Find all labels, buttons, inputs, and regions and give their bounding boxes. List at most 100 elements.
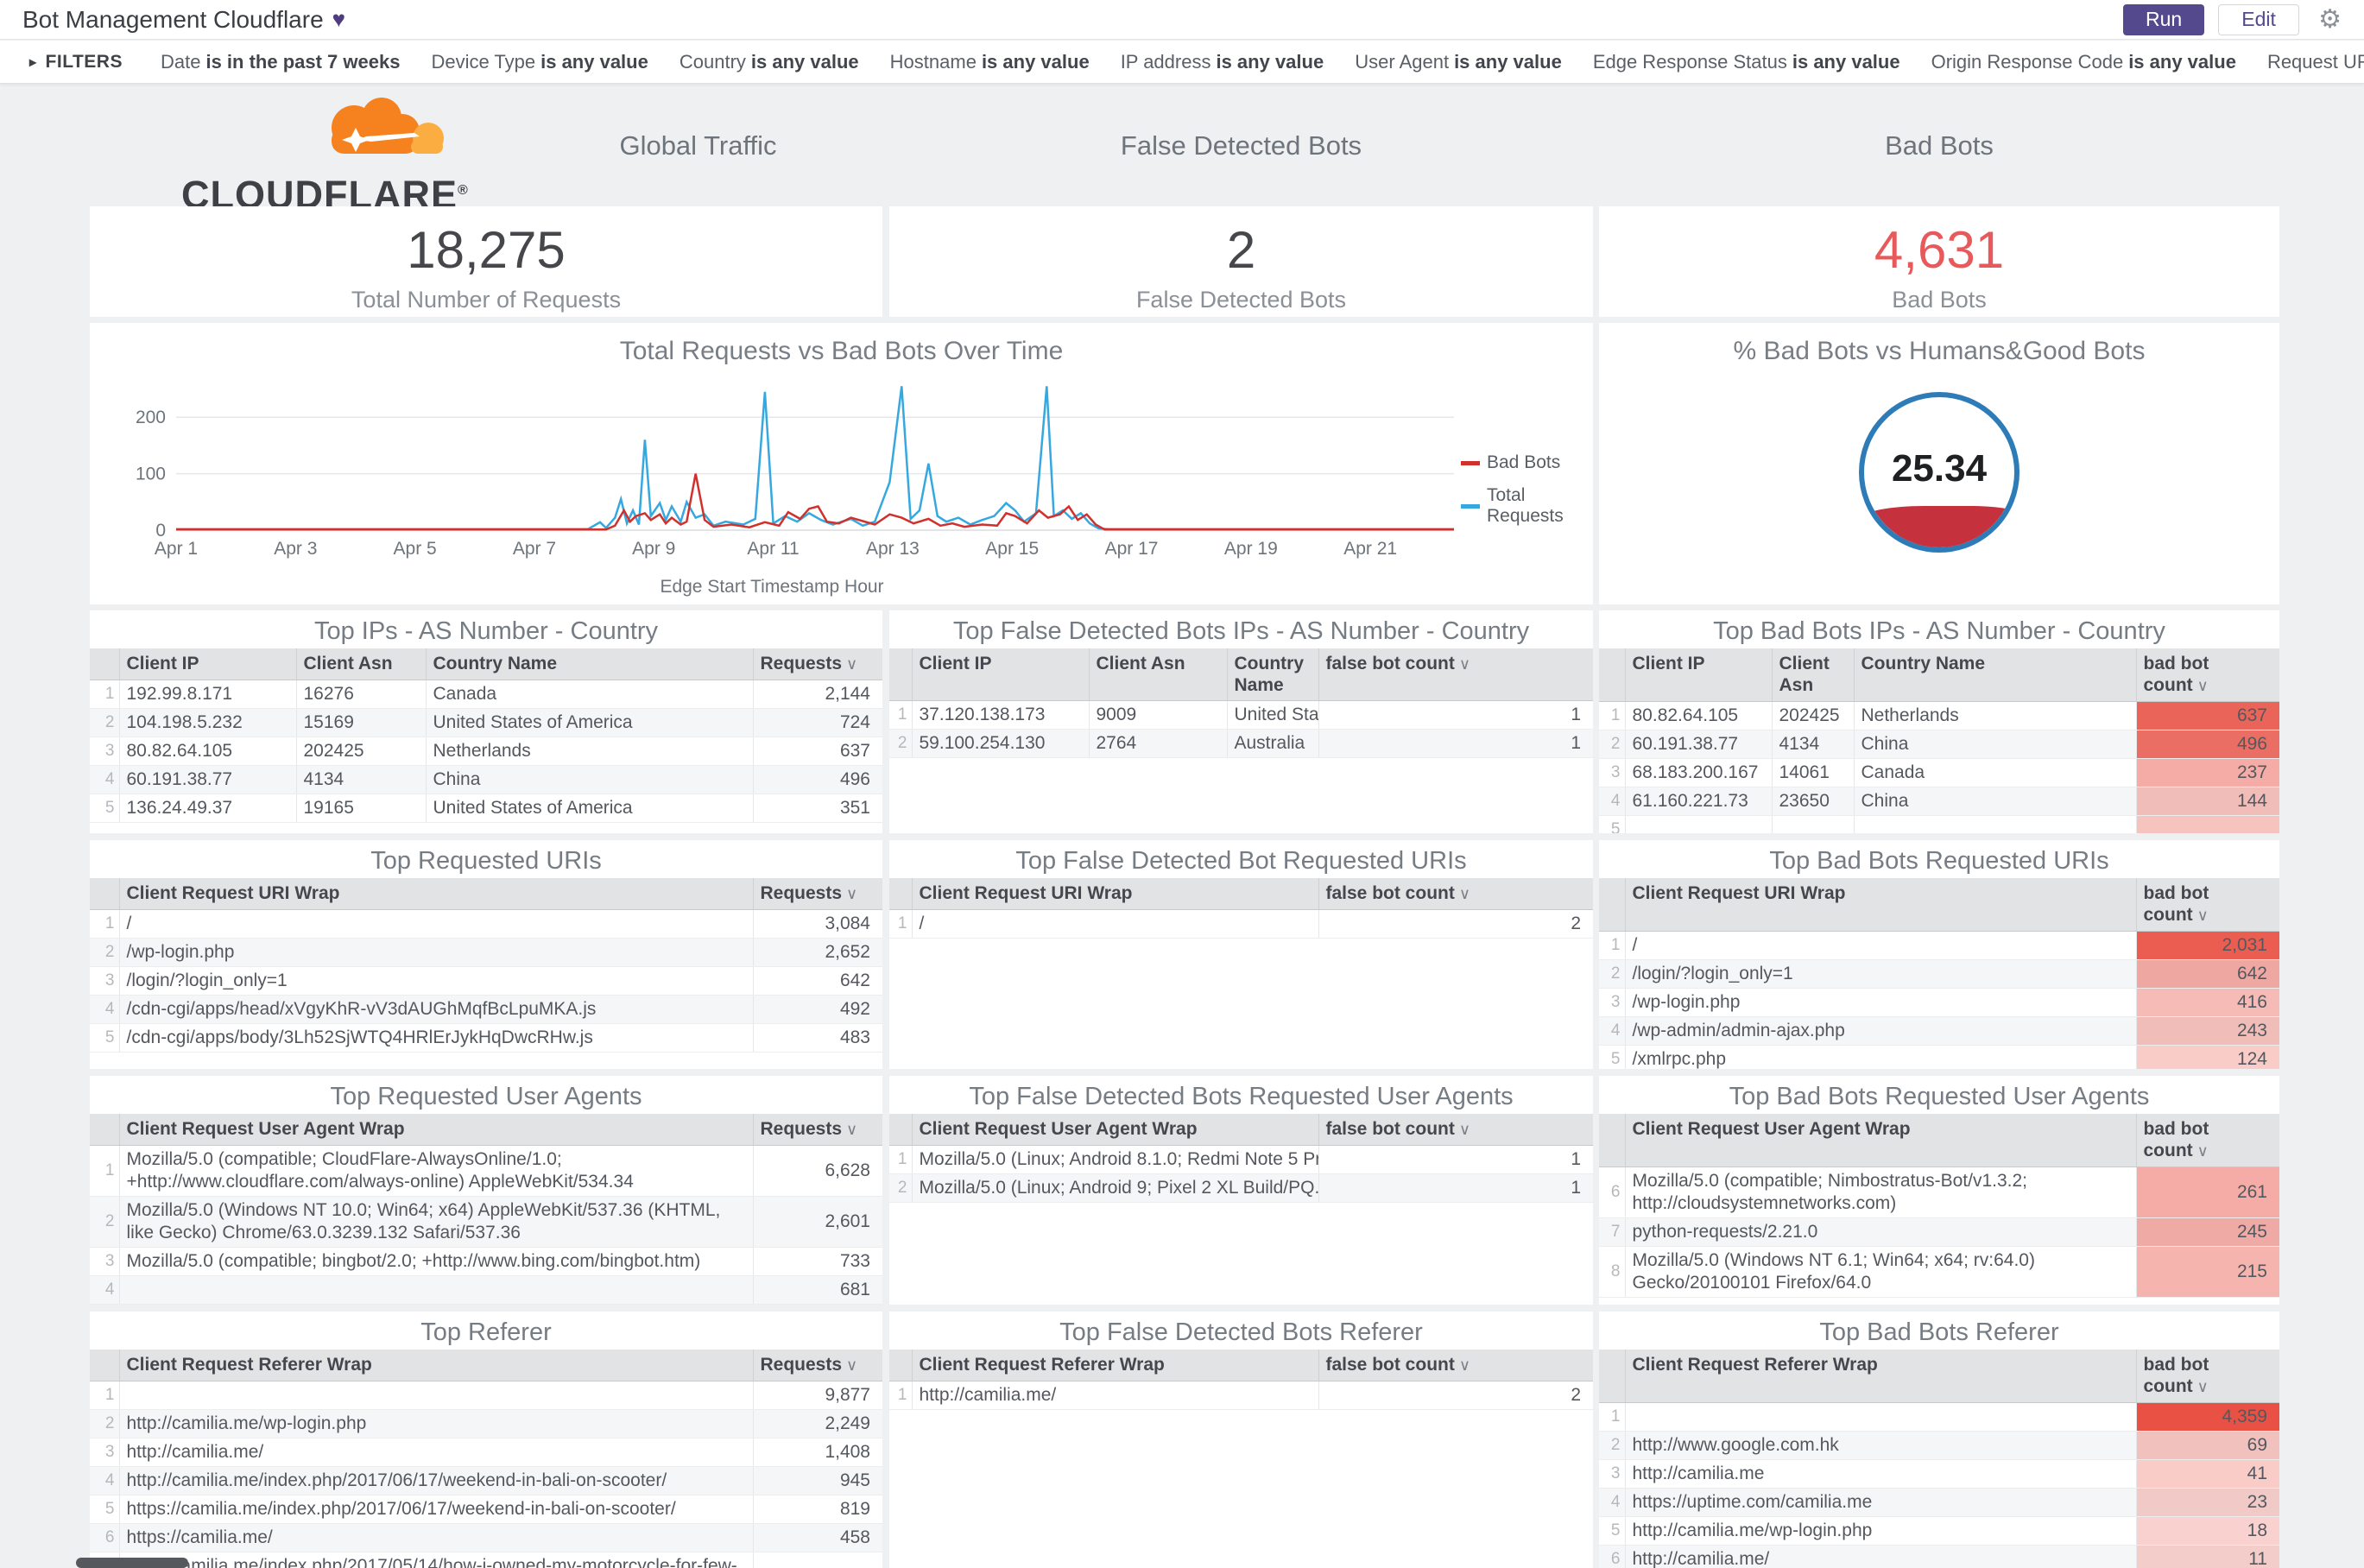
text-cell[interactable]: 15169: [295, 708, 426, 737]
column-header-client-request-user-agent-wrap[interactable]: Client Request User Agent Wrap: [1624, 1114, 2136, 1167]
text-cell[interactable]: 19165: [295, 793, 426, 823]
filter-item-hostname[interactable]: Hostname is any value: [890, 51, 1090, 73]
text-cell[interactable]: /cdn-cgi/apps/body/3Lh52SjWTQ4HRlErJykHq…: [118, 1023, 753, 1053]
column-header-bad-bot-count[interactable]: bad bot count ∨: [2135, 1350, 2279, 1403]
text-cell[interactable]: 16276: [295, 680, 426, 709]
text-cell[interactable]: 60.191.38.77: [1624, 730, 1772, 759]
count-cell[interactable]: 18: [2135, 1516, 2279, 1546]
count-cell[interactable]: 483: [752, 1023, 882, 1053]
count-cell[interactable]: 642: [752, 966, 882, 996]
count-cell[interactable]: 2,249: [752, 1409, 882, 1438]
settings-gear-icon[interactable]: ⚙: [2318, 5, 2342, 34]
count-cell[interactable]: 724: [752, 708, 882, 737]
count-cell[interactable]: 243: [2135, 1016, 2279, 1046]
text-cell[interactable]: /: [1624, 931, 2136, 960]
column-header-client-request-referer-wrap[interactable]: Client Request Referer Wrap: [118, 1350, 753, 1381]
filter-item-user-agent[interactable]: User Agent is any value: [1355, 51, 1562, 73]
text-cell[interactable]: Mozilla/5.0 (compatible; CloudFlare-Alwa…: [118, 1145, 753, 1197]
text-cell[interactable]: http://camilia.me/wp-login.php: [1624, 1516, 2136, 1546]
text-cell[interactable]: [1624, 1402, 2136, 1432]
column-header-requests[interactable]: Requests ∨: [752, 1350, 882, 1381]
text-cell[interactable]: United States of America: [1226, 700, 1318, 730]
column-header-client-ip[interactable]: Client IP: [118, 648, 296, 680]
count-cell[interactable]: 23: [2135, 1488, 2279, 1517]
text-cell[interactable]: /wp-login.php: [1624, 988, 2136, 1017]
text-cell[interactable]: China: [1853, 787, 2136, 816]
column-header-requests[interactable]: Requests ∨: [752, 878, 882, 910]
text-cell[interactable]: 4134: [295, 765, 426, 794]
text-cell[interactable]: 60.191.38.77: [118, 765, 296, 794]
text-cell[interactable]: China: [425, 765, 753, 794]
text-cell[interactable]: Mozilla/5.0 (Linux; Android 8.1.0; Redmi…: [911, 1145, 1318, 1174]
count-cell[interactable]: 4,359: [2135, 1402, 2279, 1432]
text-cell[interactable]: United States of America: [425, 708, 753, 737]
filter-item-edge-response-status[interactable]: Edge Response Status is any value: [1593, 51, 1900, 73]
count-cell[interactable]: 496: [2135, 730, 2279, 759]
text-cell[interactable]: Canada: [1853, 758, 2136, 787]
run-button[interactable]: Run: [2123, 3, 2205, 35]
filter-item-date[interactable]: Date is in the past 7 weeks: [161, 51, 400, 73]
count-cell[interactable]: 215: [2135, 1246, 2279, 1298]
count-cell[interactable]: [2135, 815, 2279, 833]
column-header-client-ip[interactable]: Client IP: [911, 648, 1089, 701]
text-cell[interactable]: https://camilia.me/index.php/2017/06/17/…: [118, 1495, 753, 1524]
legend-item-total-requests[interactable]: Total Requests: [1461, 485, 1593, 527]
count-cell[interactable]: 458: [752, 1523, 882, 1552]
text-cell[interactable]: Mozilla/5.0 (Linux; Android 9; Pixel 2 X…: [911, 1173, 1318, 1203]
text-cell[interactable]: /xmlrpc.php: [1624, 1045, 2136, 1069]
text-cell[interactable]: http://camilia.me/index.php/2017/06/17/w…: [118, 1466, 753, 1495]
column-header-requests[interactable]: Requests ∨: [752, 1114, 882, 1146]
count-cell[interactable]: 642: [2135, 959, 2279, 989]
text-cell[interactable]: https://camilia.me/: [118, 1523, 753, 1552]
column-header-client-request-uri-wrap[interactable]: Client Request URI Wrap: [911, 878, 1318, 910]
text-cell[interactable]: [1624, 815, 1772, 833]
text-cell[interactable]: 202425: [295, 737, 426, 766]
column-header-bad-bot-count[interactable]: bad bot count ∨: [2135, 878, 2279, 932]
column-header-client-ip[interactable]: Client IP: [1624, 648, 1772, 702]
text-cell[interactable]: 14061: [1771, 758, 1854, 787]
count-cell[interactable]: 11: [2135, 1545, 2279, 1568]
text-cell[interactable]: Mozilla/5.0 (Windows NT 10.0; Win64; x64…: [118, 1196, 753, 1248]
text-cell[interactable]: 136.24.49.37: [118, 793, 296, 823]
text-cell[interactable]: China: [1853, 730, 2136, 759]
text-cell[interactable]: [118, 1381, 753, 1410]
text-cell[interactable]: Mozilla/5.0 (compatible; Nimbostratus-Bo…: [1624, 1167, 2136, 1218]
column-header-false-bot-count[interactable]: false bot count ∨: [1318, 1114, 1593, 1146]
text-cell[interactable]: 59.100.254.130: [911, 729, 1089, 758]
text-cell[interactable]: 68.183.200.167: [1624, 758, 1772, 787]
column-header-client-request-referer-wrap[interactable]: Client Request Referer Wrap: [911, 1350, 1318, 1381]
text-cell[interactable]: 192.99.8.171: [118, 680, 296, 709]
count-cell[interactable]: 261: [2135, 1167, 2279, 1218]
column-header-requests[interactable]: Requests ∨: [752, 648, 882, 680]
count-cell[interactable]: 681: [752, 1275, 882, 1305]
column-header-country-name[interactable]: Country Name: [1226, 648, 1318, 701]
text-cell[interactable]: [1771, 815, 1854, 833]
count-cell[interactable]: 2,652: [752, 938, 882, 967]
edit-button[interactable]: Edit: [2218, 3, 2300, 35]
text-cell[interactable]: /wp-login.php: [118, 938, 753, 967]
column-header-client-request-uri-wrap[interactable]: Client Request URI Wrap: [118, 878, 753, 910]
horizontal-scrollbar-thumb[interactable]: [76, 1558, 188, 1568]
count-cell[interactable]: 819: [752, 1495, 882, 1524]
text-cell[interactable]: /cdn-cgi/apps/head/xVgyKhR-vV3dAUGhMqfBc…: [118, 995, 753, 1024]
filter-item-ip-address[interactable]: IP address is any value: [1121, 51, 1324, 73]
text-cell[interactable]: http://camilia.me/: [118, 1438, 753, 1467]
text-cell[interactable]: [118, 1275, 753, 1305]
text-cell[interactable]: 37.120.138.173: [911, 700, 1089, 730]
count-cell[interactable]: 41: [2135, 1459, 2279, 1489]
text-cell[interactable]: [1853, 815, 2136, 833]
column-header-client-asn[interactable]: Client Asn: [1771, 648, 1854, 702]
column-header-client-request-uri-wrap[interactable]: Client Request URI Wrap: [1624, 878, 2136, 932]
count-cell[interactable]: 496: [752, 765, 882, 794]
column-header-client-request-referer-wrap[interactable]: Client Request Referer Wrap: [1624, 1350, 2136, 1403]
column-header-false-bot-count[interactable]: false bot count ∨: [1318, 1350, 1593, 1381]
column-header-bad-bot-count[interactable]: bad bot count ∨: [2135, 648, 2279, 702]
count-cell[interactable]: 1: [1318, 700, 1593, 730]
text-cell[interactable]: Australia: [1226, 729, 1318, 758]
count-cell[interactable]: 9,877: [752, 1381, 882, 1410]
text-cell[interactable]: http://camilia.me/: [911, 1381, 1318, 1410]
count-cell[interactable]: 2,144: [752, 680, 882, 709]
text-cell[interactable]: 104.198.5.232: [118, 708, 296, 737]
count-cell[interactable]: 416: [2135, 988, 2279, 1017]
column-header-client-request-user-agent-wrap[interactable]: Client Request User Agent Wrap: [911, 1114, 1318, 1146]
